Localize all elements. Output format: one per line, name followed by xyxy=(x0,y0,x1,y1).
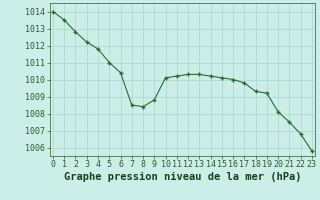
X-axis label: Graphe pression niveau de la mer (hPa): Graphe pression niveau de la mer (hPa) xyxy=(64,172,301,182)
